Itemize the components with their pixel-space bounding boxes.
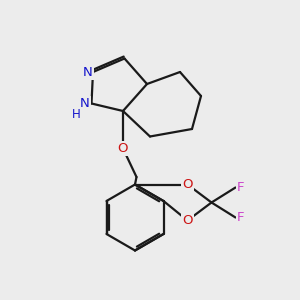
Text: O: O xyxy=(182,178,193,191)
Text: F: F xyxy=(237,211,245,224)
Text: O: O xyxy=(118,142,128,155)
Text: N: N xyxy=(83,65,92,79)
Text: O: O xyxy=(182,214,193,227)
Text: N: N xyxy=(80,97,90,110)
Text: H: H xyxy=(72,107,81,121)
Text: F: F xyxy=(237,181,245,194)
